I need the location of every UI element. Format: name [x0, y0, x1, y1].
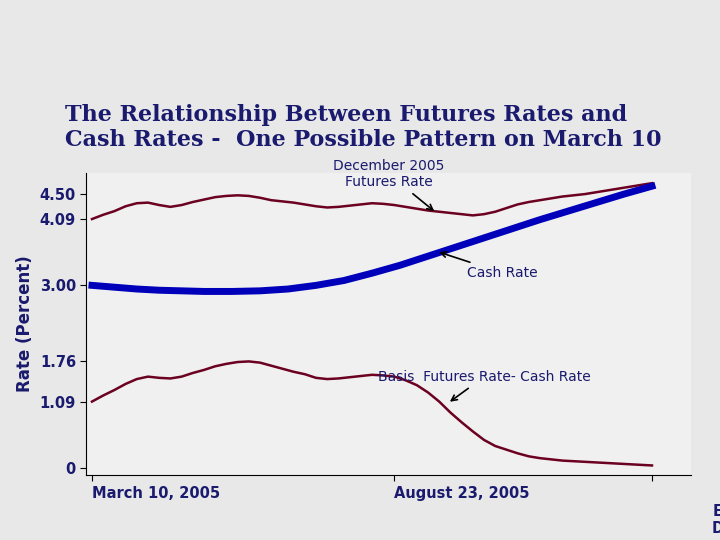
Y-axis label: Rate (Percent): Rate (Percent) [16, 255, 34, 393]
Text: The Relationship Between Futures Rates and
Cash Rates -  One Possible Pattern on: The Relationship Between Futures Rates a… [65, 104, 661, 151]
Text: Cash Rate: Cash Rate [441, 252, 538, 280]
Text: Basis  Futures Rate- Cash Rate: Basis Futures Rate- Cash Rate [377, 370, 590, 401]
Text: Expiratio
December 20, 2005: Expiratio December 20, 2005 [712, 504, 720, 536]
Text: December 2005
Futures Rate: December 2005 Futures Rate [333, 159, 444, 210]
